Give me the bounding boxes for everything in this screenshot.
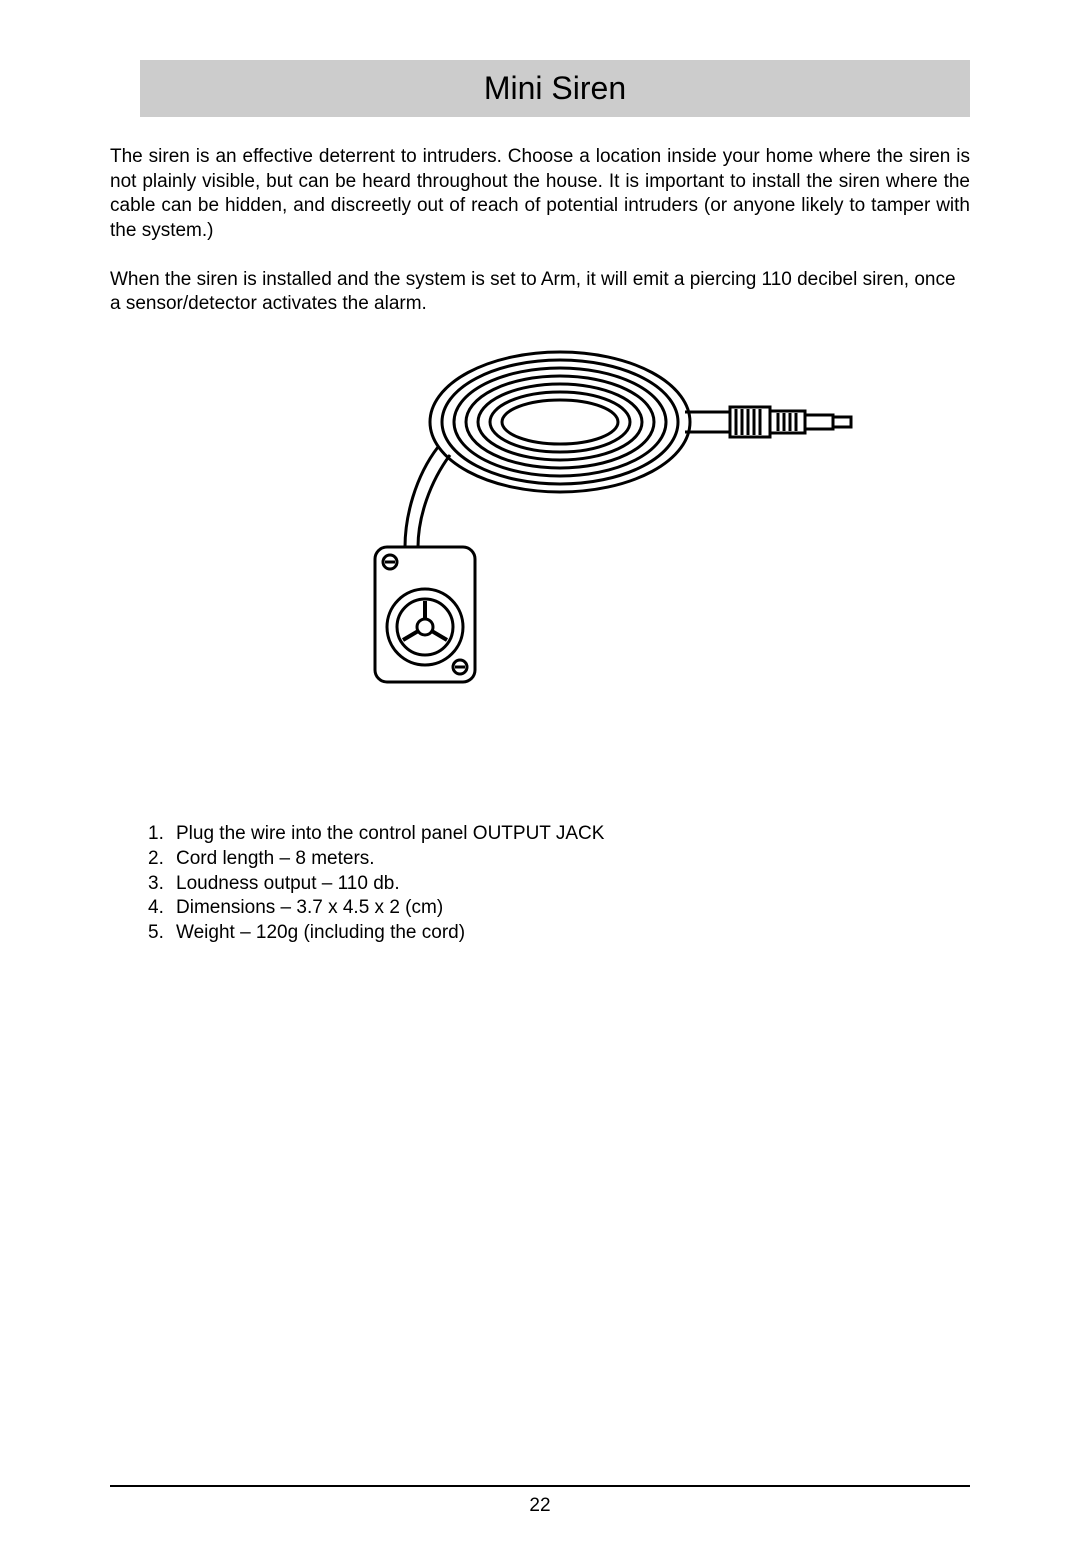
list-text: Dimensions – 3.7 x 4.5 x 2 (cm) xyxy=(176,896,443,921)
siren-illustration xyxy=(250,337,970,702)
spec-list: 1. Plug the wire into the control panel … xyxy=(148,822,970,945)
list-item: 5. Weight – 120g (including the cord) xyxy=(148,921,970,946)
list-item: 4. Dimensions – 3.7 x 4.5 x 2 (cm) xyxy=(148,896,970,921)
title-banner: Mini Siren xyxy=(140,60,970,117)
list-item: 3. Loudness output – 110 db. xyxy=(148,872,970,897)
footer-divider xyxy=(110,1485,970,1487)
list-item: 2. Cord length – 8 meters. xyxy=(148,847,970,872)
list-item: 1. Plug the wire into the control panel … xyxy=(148,822,970,847)
siren-diagram-icon xyxy=(360,337,860,697)
intro-paragraph-2: When the siren is installed and the syst… xyxy=(110,268,970,317)
list-text: Plug the wire into the control panel OUT… xyxy=(176,822,604,847)
list-number: 3. xyxy=(148,872,176,897)
list-text: Cord length – 8 meters. xyxy=(176,847,375,872)
page-number: 22 xyxy=(0,1495,1080,1517)
list-number: 5. xyxy=(148,921,176,946)
list-number: 4. xyxy=(148,896,176,921)
list-number: 2. xyxy=(148,847,176,872)
list-text: Loudness output – 110 db. xyxy=(176,872,400,897)
list-number: 1. xyxy=(148,822,176,847)
intro-paragraph-1: The siren is an effective deterrent to i… xyxy=(110,145,970,244)
list-text: Weight – 120g (including the cord) xyxy=(176,921,465,946)
page-title: Mini Siren xyxy=(140,70,970,107)
